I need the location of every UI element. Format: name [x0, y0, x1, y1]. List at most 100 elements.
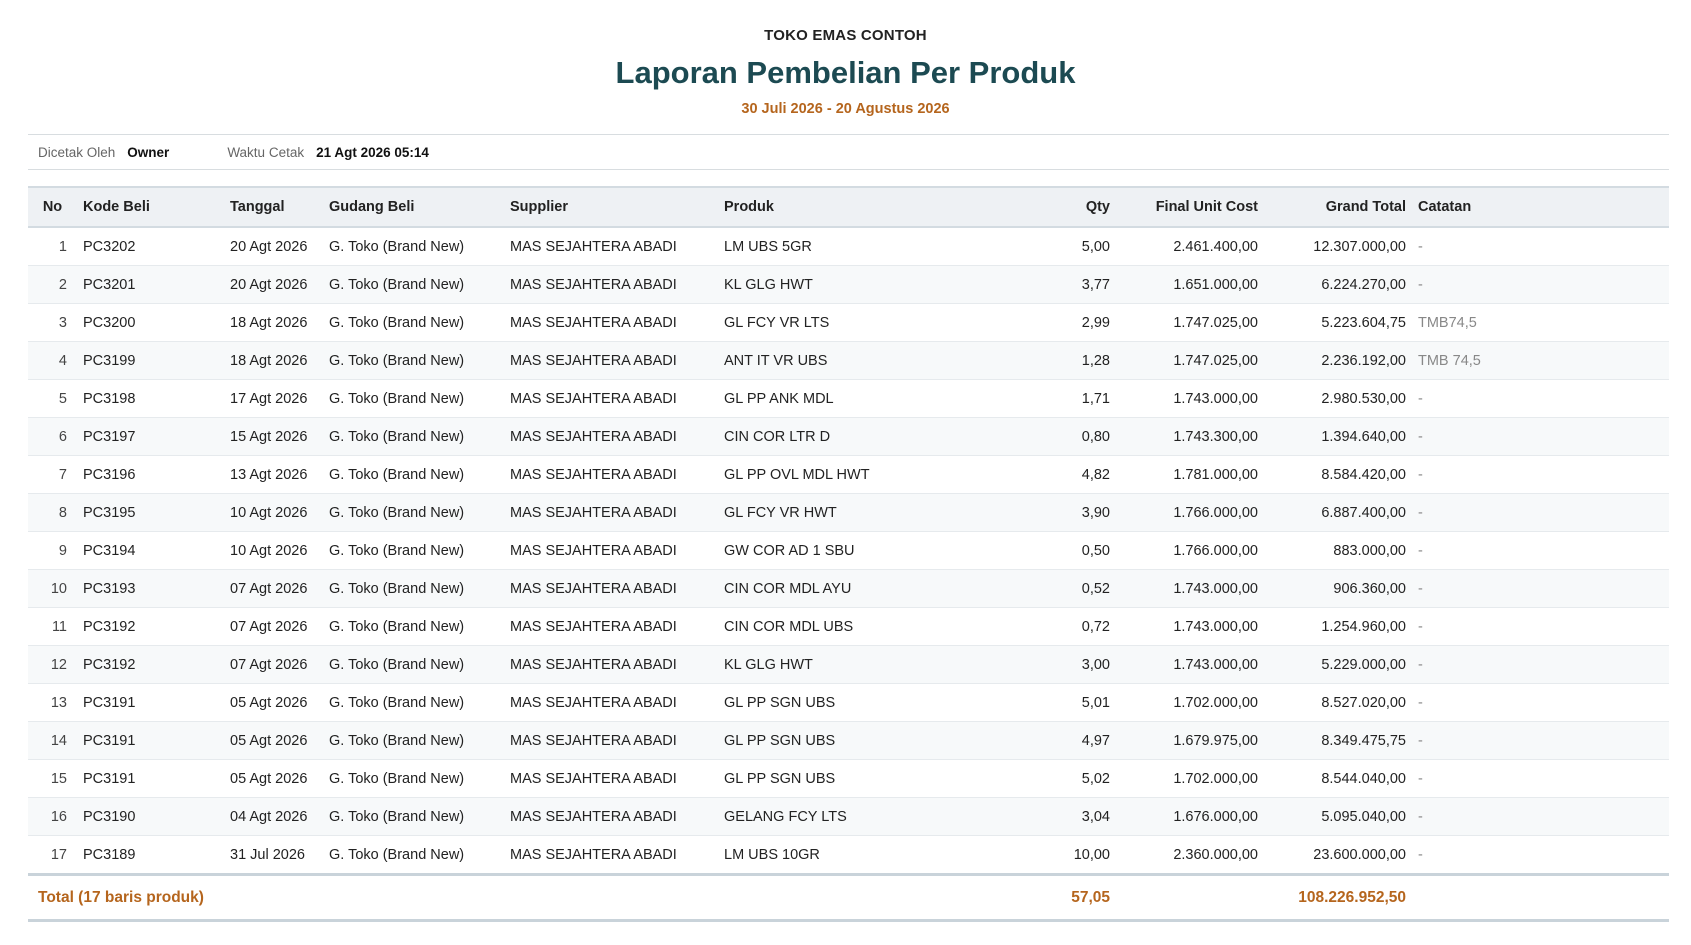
print-meta-bar: Dicetak Oleh Owner Waktu Cetak 21 Agt 20… [28, 134, 1669, 170]
row-kode-beli: PC3193 [83, 580, 136, 597]
row-final-unit-cost: 1.743.000,00 [1173, 580, 1258, 597]
row-produk: CIN COR MDL UBS [724, 618, 854, 635]
row-produk: GL PP OVL MDL HWT [724, 466, 870, 483]
row-number: 4 [58, 352, 67, 369]
row-number: 8 [58, 504, 67, 521]
row-catatan: - [1418, 466, 1423, 483]
row-number: 14 [50, 732, 67, 749]
row-qty: 4,97 [1081, 732, 1110, 749]
row-catatan: - [1418, 732, 1423, 749]
row-number: 13 [50, 694, 67, 711]
row-supplier: MAS SEJAHTERA ABADI [510, 276, 677, 293]
row-qty: 3,77 [1081, 276, 1110, 293]
row-grand-total: 8.544.040,00 [1321, 770, 1406, 787]
row-tanggal: 05 Agt 2026 [230, 694, 308, 711]
row-tanggal: 31 Jul 2026 [230, 846, 305, 863]
row-catatan: - [1418, 276, 1423, 293]
row-number: 10 [50, 580, 67, 597]
table-row: 4 PC3199 18 Agt 2026 G. Toko (Brand New) MAS… [28, 341, 1669, 380]
report-title: Laporan Pembelian Per Produk [615, 55, 1076, 90]
row-produk: ANT IT VR UBS [724, 352, 828, 369]
row-catatan: - [1418, 504, 1423, 521]
row-final-unit-cost: 1.743.000,00 [1173, 390, 1258, 407]
row-supplier: MAS SEJAHTERA ABADI [510, 352, 677, 369]
row-supplier: MAS SEJAHTERA ABADI [510, 618, 677, 635]
row-kode-beli: PC3191 [83, 694, 136, 711]
row-final-unit-cost: 1.702.000,00 [1173, 694, 1258, 711]
row-grand-total: 5.095.040,00 [1321, 808, 1406, 825]
row-produk: CIN COR MDL AYU [724, 580, 852, 597]
row-number: 5 [58, 390, 67, 407]
row-qty: 5,00 [1081, 238, 1110, 255]
row-supplier: MAS SEJAHTERA ABADI [510, 808, 677, 825]
row-grand-total: 8.349.475,75 [1321, 732, 1406, 749]
row-gudang-beli: G. Toko (Brand New) [329, 352, 465, 369]
column-header-kode-beli: Kode Beli [83, 199, 150, 215]
column-header-gudang-beli: Gudang Beli [329, 199, 415, 215]
row-catatan: - [1418, 390, 1423, 407]
row-produk: GELANG FCY LTS [724, 808, 847, 825]
row-catatan: - [1418, 238, 1423, 255]
row-qty: 1,71 [1081, 390, 1110, 407]
row-catatan: - [1418, 808, 1423, 825]
row-catatan: TMB74,5 [1418, 314, 1477, 331]
row-qty: 5,02 [1081, 770, 1110, 787]
row-produk: KL GLG HWT [724, 276, 813, 293]
table-row: 16 PC3190 04 Agt 2026 G. Toko (Brand New) MA… [28, 797, 1669, 836]
column-header-final-unit-cost: Final Unit Cost [1155, 199, 1258, 215]
row-tanggal: 04 Agt 2026 [230, 808, 308, 825]
row-qty: 10,00 [1073, 846, 1110, 863]
row-catatan: - [1418, 618, 1423, 635]
row-grand-total: 906.360,00 [1333, 580, 1406, 597]
row-number: 1 [58, 238, 67, 255]
row-grand-total: 5.223.604,75 [1321, 314, 1406, 331]
row-tanggal: 07 Agt 2026 [230, 618, 308, 635]
row-final-unit-cost: 1.766.000,00 [1173, 542, 1258, 559]
row-supplier: MAS SEJAHTERA ABADI [510, 542, 677, 559]
row-final-unit-cost: 1.747.025,00 [1173, 352, 1258, 369]
row-gudang-beli: G. Toko (Brand New) [329, 846, 465, 863]
row-supplier: MAS SEJAHTERA ABADI [510, 238, 677, 255]
table-header: No Kode Beli Tanggal Gudang Beli Supplie… [28, 187, 1669, 227]
row-catatan: - [1418, 656, 1423, 673]
row-kode-beli: PC3201 [83, 276, 136, 293]
table-row: 13 PC3191 05 Agt 2026 G. Toko (Brand New) MA… [28, 684, 1669, 722]
row-number: 16 [50, 808, 67, 825]
row-final-unit-cost: 1.743.300,00 [1173, 428, 1258, 445]
column-header-catatan: Catatan [1418, 199, 1472, 215]
row-grand-total: 23.600.000,00 [1313, 846, 1406, 863]
row-number: 6 [58, 428, 67, 445]
row-kode-beli: PC3202 [83, 238, 136, 255]
printed-by-label: Dicetak Oleh [38, 144, 116, 160]
table-row: 15 PC3191 05 Agt 2026 G. Toko (Brand New) MA… [28, 760, 1669, 798]
row-gudang-beli: G. Toko (Brand New) [329, 732, 465, 749]
row-grand-total: 6.887.400,00 [1321, 504, 1406, 521]
row-grand-total: 2.236.192,00 [1321, 352, 1406, 369]
row-final-unit-cost: 1.747.025,00 [1173, 314, 1258, 331]
row-qty: 3,90 [1081, 504, 1110, 521]
row-grand-total: 1.394.640,00 [1321, 428, 1406, 445]
row-tanggal: 20 Agt 2026 [230, 238, 308, 255]
row-kode-beli: PC3192 [83, 618, 136, 635]
row-gudang-beli: G. Toko (Brand New) [329, 428, 465, 445]
row-qty: 5,01 [1081, 694, 1110, 711]
row-grand-total: 6.224.270,00 [1321, 276, 1406, 293]
row-catatan: - [1418, 770, 1423, 787]
purchase-table: No Kode Beli Tanggal Gudang Beli Supplie… [28, 186, 1669, 922]
row-supplier: MAS SEJAHTERA ABADI [510, 656, 677, 673]
row-tanggal: 05 Agt 2026 [230, 732, 308, 749]
row-tanggal: 15 Agt 2026 [230, 428, 308, 445]
row-gudang-beli: G. Toko (Brand New) [329, 694, 465, 711]
row-gudang-beli: G. Toko (Brand New) [329, 238, 465, 255]
row-produk: LM UBS 5GR [724, 238, 812, 255]
printed-by-value: Owner [127, 144, 170, 160]
row-grand-total: 2.980.530,00 [1321, 390, 1406, 407]
row-grand-total: 12.307.000,00 [1313, 238, 1406, 255]
row-tanggal: 07 Agt 2026 [230, 580, 308, 597]
column-header-produk: Produk [724, 199, 774, 215]
row-gudang-beli: G. Toko (Brand New) [329, 656, 465, 673]
row-gudang-beli: G. Toko (Brand New) [329, 580, 465, 597]
total-grand-total: 108.226.952,50 [1298, 888, 1406, 906]
row-supplier: MAS SEJAHTERA ABADI [510, 580, 677, 597]
row-kode-beli: PC3196 [83, 466, 136, 483]
